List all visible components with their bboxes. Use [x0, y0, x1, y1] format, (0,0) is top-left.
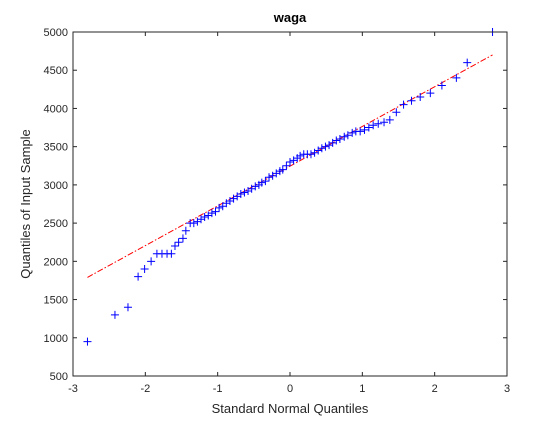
data-point: [407, 96, 416, 105]
data-point: [181, 226, 190, 235]
data-point: [278, 165, 287, 174]
y-tick-label: 2000: [44, 256, 68, 268]
y-ticks: 500 1000 1500 2000 2500 3000 3500 4000 4500 5000: [44, 27, 507, 383]
points-layer: [83, 28, 497, 346]
data-point: [189, 219, 198, 228]
x-tick-label: 1: [359, 383, 365, 395]
data-point: [110, 310, 119, 319]
chart-title: waga: [273, 10, 307, 25]
y-tick-label: 5000: [44, 27, 68, 39]
data-point: [211, 207, 220, 216]
y-tick-label: 500: [50, 371, 68, 383]
data-point: [426, 89, 435, 98]
data-point: [380, 118, 389, 127]
data-point: [257, 178, 266, 187]
data-point: [463, 58, 472, 67]
data-point: [437, 81, 446, 90]
y-tick-label: 4500: [44, 65, 68, 77]
y-tick-label: 2500: [44, 218, 68, 230]
x-tick-label: 3: [504, 383, 510, 395]
data-point: [251, 182, 260, 191]
data-point: [167, 249, 176, 258]
x-tick-label: -2: [140, 383, 150, 395]
data-point: [399, 100, 408, 109]
x-tick-label: -1: [213, 383, 223, 395]
data-point: [452, 73, 461, 82]
data-point: [321, 142, 330, 151]
plot-area: [73, 32, 507, 376]
data-point: [360, 125, 369, 134]
x-ticks: -3 -2 -1 0 1 2 3: [68, 32, 510, 395]
data-point: [340, 132, 349, 141]
data-point: [123, 303, 132, 312]
data-point: [207, 209, 216, 218]
data-point: [215, 203, 224, 212]
data-point: [178, 234, 187, 243]
data-point: [317, 144, 326, 153]
data-point: [147, 257, 156, 266]
data-point: [374, 119, 383, 128]
x-axis-label: Standard Normal Quantiles: [212, 401, 369, 416]
y-tick-label: 3000: [44, 180, 68, 192]
data-point: [385, 115, 394, 124]
data-point: [282, 161, 291, 170]
x-tick-label: 2: [432, 383, 438, 395]
data-point: [174, 238, 183, 247]
y-axis-label: Quantiles of Input Sample: [18, 129, 33, 279]
data-point: [134, 272, 143, 281]
data-point: [364, 123, 373, 132]
data-point: [286, 157, 294, 166]
data-point: [140, 264, 149, 273]
data-point: [392, 108, 401, 117]
y-tick-label: 3500: [44, 142, 68, 154]
data-point: [343, 131, 352, 140]
y-tick-label: 1500: [44, 295, 68, 307]
data-point: [83, 337, 92, 346]
y-tick-label: 4000: [44, 103, 68, 115]
data-point: [261, 177, 270, 186]
data-point: [335, 135, 344, 144]
data-point: [236, 190, 245, 199]
data-point: [416, 92, 425, 101]
x-tick-label: 0: [287, 383, 293, 395]
data-point: [369, 121, 378, 130]
x-tick-label: -3: [68, 383, 78, 395]
data-point: [200, 212, 209, 221]
data-point: [306, 150, 315, 159]
data-point: [170, 242, 179, 251]
data-point: [332, 136, 341, 145]
y-tick-label: 1000: [44, 333, 68, 345]
data-point: [240, 188, 249, 197]
data-point: [296, 151, 305, 160]
data-point: [265, 173, 274, 182]
data-point: [356, 127, 365, 136]
data-point: [348, 128, 357, 137]
